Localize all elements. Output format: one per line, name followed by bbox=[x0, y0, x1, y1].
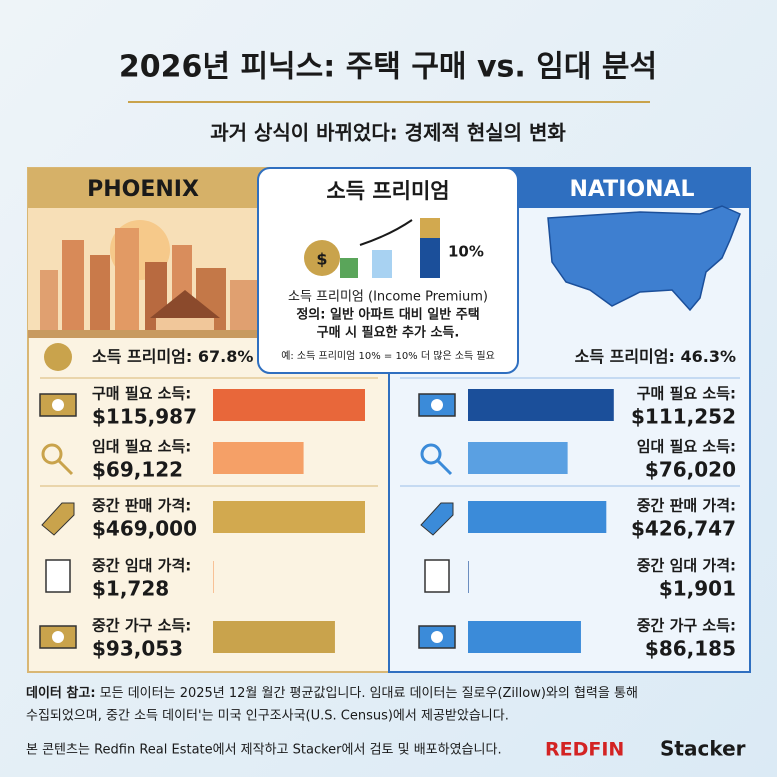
row-icon bbox=[420, 443, 453, 476]
callout-line: 소득 프리미엄 (Income Premium) bbox=[288, 290, 488, 305]
bar bbox=[213, 442, 304, 474]
premium-value: 46.3% bbox=[680, 347, 736, 366]
premium-label: 소득 프리미엄: bbox=[575, 347, 675, 366]
bar bbox=[213, 501, 365, 533]
row-icon bbox=[39, 393, 77, 417]
tag bbox=[420, 502, 454, 536]
key bbox=[41, 443, 63, 465]
metric-value: $115,987 bbox=[92, 405, 197, 429]
title: 2026년 피닉스: 주택 구매 vs. 임대 분석 bbox=[119, 50, 657, 85]
row-icon bbox=[39, 625, 77, 649]
metric-value: $76,020 bbox=[645, 458, 736, 482]
premium: 소득 프리미엄: 67.8% bbox=[92, 347, 253, 366]
bar bbox=[213, 389, 365, 421]
metric-value: $86,185 bbox=[645, 637, 736, 661]
bar bbox=[213, 561, 214, 593]
bar bbox=[468, 561, 469, 593]
logo-redfin: REDFIN bbox=[545, 739, 624, 761]
bill bbox=[431, 399, 443, 411]
skyline bbox=[28, 208, 258, 338]
premium-value: 67.8% bbox=[198, 347, 254, 366]
subtitle: 과거 상식이 바뀌었다: 경제적 현실의 변화 bbox=[210, 121, 566, 145]
note-label: 데이터 참고: bbox=[26, 685, 96, 701]
metric-label: 중간 판매 가격: bbox=[92, 497, 191, 515]
credit: 본 콘텐츠는 Redfin Real Estate에서 제작하고 Stacker… bbox=[26, 743, 502, 758]
tag bbox=[41, 502, 75, 536]
metric-label: 중간 임대 가격: bbox=[92, 557, 191, 575]
logo-stacker: Stacker bbox=[660, 737, 746, 761]
metric-label: 중간 가구 소득: bbox=[92, 617, 191, 635]
metric-value: $469,000 bbox=[92, 517, 197, 541]
bar bbox=[468, 442, 568, 474]
bar bbox=[213, 621, 335, 653]
metric-label: 구매 필요 소득: bbox=[92, 385, 191, 403]
metric-label: 중간 가구 소득: bbox=[637, 617, 736, 635]
bill bbox=[52, 399, 64, 411]
metric-label: 임대 필요 소득: bbox=[92, 438, 191, 456]
metric-label: 임대 필요 소득: bbox=[637, 438, 736, 456]
doc bbox=[45, 559, 71, 593]
bill bbox=[52, 631, 64, 643]
metric-value: $1,901 bbox=[659, 577, 736, 601]
premium-label: 소득 프리미엄: bbox=[92, 347, 192, 366]
callout-line: 정의: 일반 아파트 대비 일반 주택 bbox=[296, 307, 479, 323]
bar bbox=[468, 501, 607, 533]
callout-line: 구매 시 필요한 추가 소득. bbox=[317, 325, 460, 341]
note-line: 모든 데이터는 2025년 12월 월간 평균값입니다. 임대료 데이터는 질로… bbox=[100, 686, 638, 701]
callout-illustration: $ bbox=[304, 218, 440, 278]
key bbox=[420, 443, 442, 465]
metric-value: $111,252 bbox=[631, 405, 736, 429]
premium: 소득 프리미엄: 46.3% bbox=[575, 347, 736, 366]
key bbox=[56, 458, 74, 476]
row-icon bbox=[45, 559, 71, 593]
bar bbox=[468, 389, 614, 421]
row-icon bbox=[41, 502, 75, 536]
bar bbox=[468, 621, 581, 653]
note: 데이터 참고: 모든 데이터는 2025년 12월 월간 평균값입니다. 임대료… bbox=[26, 685, 638, 701]
panel-name: PHOENIX bbox=[87, 177, 199, 202]
metric-label: 구매 필요 소득: bbox=[637, 385, 736, 403]
panel-name: NATIONAL bbox=[569, 177, 694, 202]
row-icon bbox=[418, 393, 456, 417]
svg-text:$: $ bbox=[316, 250, 327, 269]
metric-label: 중간 판매 가격: bbox=[637, 497, 736, 515]
callout-title: 소득 프리미엄 bbox=[326, 179, 449, 203]
metric-value: $426,747 bbox=[631, 517, 736, 541]
row-icon bbox=[41, 443, 74, 476]
key bbox=[435, 458, 453, 476]
metric-label: 중간 임대 가격: bbox=[637, 557, 736, 575]
callout-example: 예: 소득 프리미엄 10% = 10% 더 많은 소득 필요 bbox=[281, 350, 495, 362]
us-map bbox=[547, 205, 741, 312]
money-bag bbox=[44, 343, 72, 371]
metric-value: $1,728 bbox=[92, 577, 169, 601]
metric-value: $93,053 bbox=[92, 637, 183, 661]
note-line: 수집되었으며, 중간 소득 데이터'는 미국 인구조사국(U.S. Census… bbox=[26, 709, 509, 724]
callout-chart-label: 10% bbox=[448, 243, 484, 261]
row-icon bbox=[418, 625, 456, 649]
row-icon bbox=[424, 559, 450, 593]
doc bbox=[424, 559, 450, 593]
metric-value: $69,122 bbox=[92, 458, 183, 482]
bill bbox=[431, 631, 443, 643]
row-icon bbox=[420, 502, 454, 536]
